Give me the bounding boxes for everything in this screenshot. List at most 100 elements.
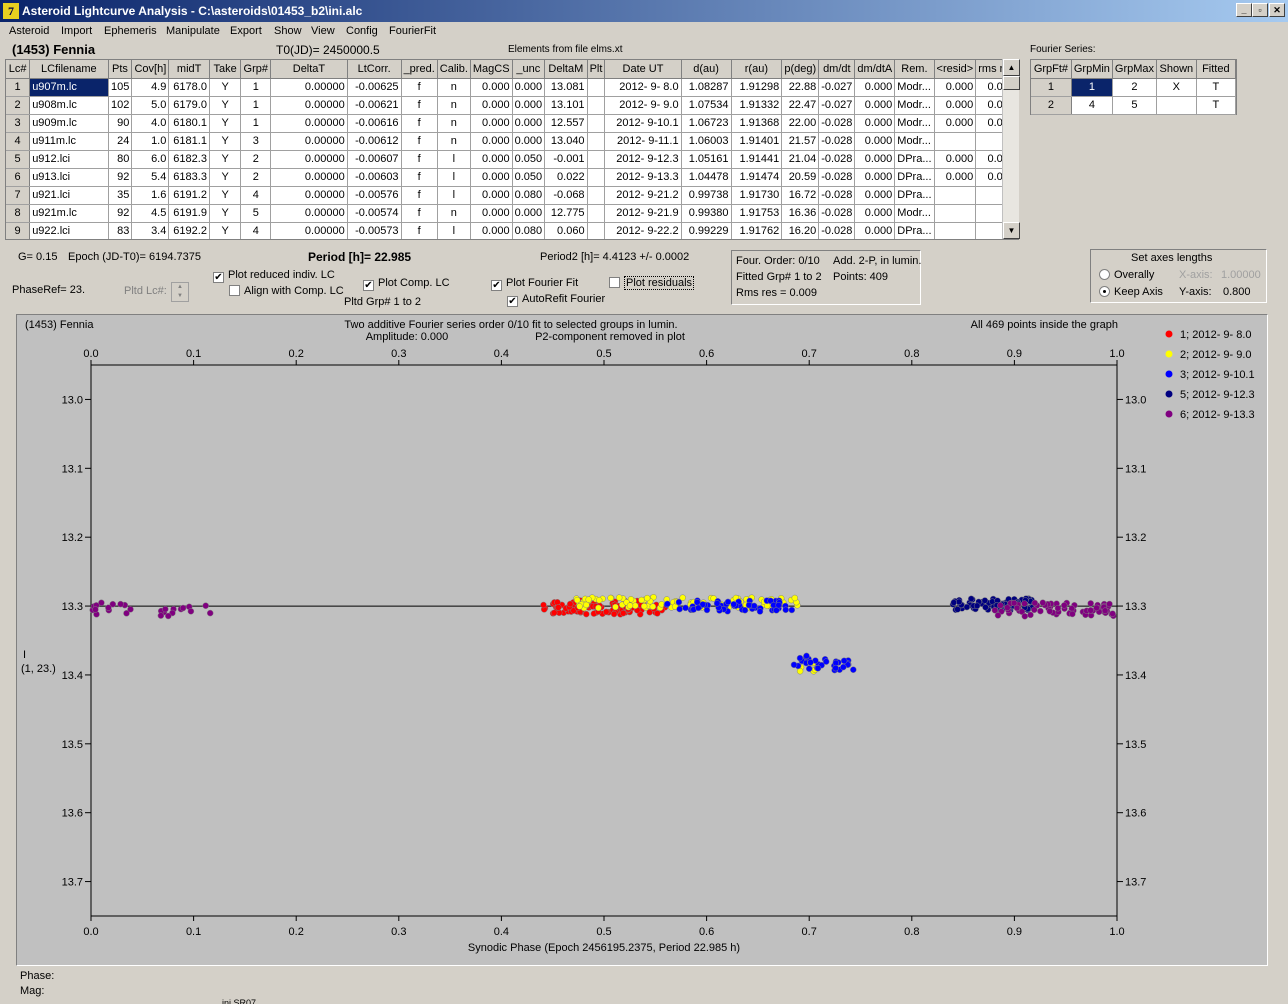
table-cell[interactable]: u908m.lc — [29, 96, 109, 115]
table-cell[interactable]: 2012- 9-21.9 — [604, 204, 682, 223]
table-cell[interactable]: 6182.3 — [168, 150, 210, 169]
table-cell[interactable]: 3 — [240, 132, 272, 151]
scroll-thumb[interactable] — [1003, 76, 1020, 90]
table-cell[interactable]: 0.000 — [470, 78, 513, 97]
table-cell[interactable]: 0.000 — [512, 114, 546, 133]
table-cell[interactable]: 0.000 — [470, 186, 513, 205]
table-cell[interactable]: -0.00574 — [347, 204, 402, 223]
fourier-cell[interactable]: T — [1196, 96, 1237, 115]
table-cell[interactable]: 0.080 — [512, 222, 546, 239]
table-cell[interactable]: 0.000 — [854, 204, 896, 223]
table-cell[interactable]: f — [401, 204, 438, 223]
table-cell[interactable]: f — [401, 132, 438, 151]
column-header[interactable]: p(deg) — [781, 60, 820, 79]
fourier-cell[interactable]: 1 — [1071, 78, 1113, 97]
table-cell[interactable]: 2 — [240, 150, 272, 169]
menu-config[interactable]: Config — [346, 25, 378, 37]
table-cell[interactable]: DPra... — [894, 150, 935, 169]
column-header[interactable]: Pts — [108, 60, 133, 79]
table-cell[interactable] — [587, 186, 606, 205]
table-cell[interactable]: 83 — [108, 222, 133, 239]
table-cell[interactable]: -0.068 — [544, 186, 588, 205]
table-cell[interactable]: 6 — [6, 168, 31, 187]
table-cell[interactable]: 1.91441 — [731, 150, 783, 169]
table-cell[interactable]: n — [437, 96, 471, 115]
table-cell[interactable]: 13.101 — [544, 96, 588, 115]
table-cell[interactable]: 4.5 — [131, 204, 170, 223]
table-cell[interactable]: 12.557 — [544, 114, 588, 133]
table-cell[interactable]: n — [437, 114, 471, 133]
table-cell[interactable]: 0.000 — [854, 96, 896, 115]
plot-area[interactable] — [90, 364, 1118, 917]
menu-view[interactable]: View — [311, 25, 335, 37]
column-header[interactable]: <resid> — [934, 60, 977, 79]
table-cell[interactable]: 0.050 — [512, 150, 546, 169]
table-cell[interactable]: 6181.1 — [168, 132, 210, 151]
plot-fourier-checkbox[interactable]: ✔ Plot Fourier Fit — [491, 277, 578, 291]
table-cell[interactable]: -0.028 — [818, 150, 856, 169]
table-cell[interactable]: 13.081 — [544, 78, 588, 97]
table-cell[interactable]: 6183.3 — [168, 168, 210, 187]
table-cell[interactable]: u912.lci — [29, 150, 109, 169]
table-cell[interactable]: 0.000 — [934, 78, 977, 97]
fourier-column-header[interactable]: GrpFt# — [1031, 60, 1072, 79]
table-cell[interactable]: f — [401, 114, 438, 133]
table-cell[interactable]: 0.000 — [854, 132, 896, 151]
table-cell[interactable]: 0.00000 — [270, 168, 348, 187]
table-cell[interactable]: 2012- 9-10.1 — [604, 114, 682, 133]
table-cell[interactable]: 22.47 — [781, 96, 820, 115]
table-cell[interactable]: u913.lci — [29, 168, 109, 187]
table-cell[interactable]: -0.001 — [544, 150, 588, 169]
table-cell[interactable]: DPra... — [894, 168, 935, 187]
table-cell[interactable]: 4 — [240, 186, 272, 205]
table-cell[interactable]: 2 — [6, 96, 31, 115]
table-row[interactable]: 9 u922.lci 83 3.4 6192.2 Y 4 0.00000 -0.00573 f l 0… — [6, 222, 1018, 239]
table-cell[interactable]: 0.000 — [512, 132, 546, 151]
column-header[interactable]: dm/dtA — [854, 60, 896, 79]
table-cell[interactable]: Y — [209, 222, 242, 239]
table-cell[interactable]: 9 — [6, 222, 31, 239]
table-cell[interactable]: 2012- 9- 8.0 — [604, 78, 682, 97]
column-header[interactable]: _unc — [512, 60, 546, 79]
table-cell[interactable]: -0.00573 — [347, 222, 402, 239]
table-cell[interactable]: l — [437, 222, 471, 239]
table-cell[interactable]: 102 — [108, 96, 133, 115]
table-row[interactable]: 3 u909m.lc 90 4.0 6180.1 Y 1 0.00000 -0.00616 f n 0… — [6, 114, 1018, 133]
table-cell[interactable]: -0.00603 — [347, 168, 402, 187]
column-header[interactable]: Cov[h] — [131, 60, 170, 79]
table-cell[interactable]: 0.000 — [854, 222, 896, 239]
table-cell[interactable]: 5 — [6, 150, 31, 169]
table-cell[interactable]: f — [401, 168, 438, 187]
table-cell[interactable]: DPra... — [894, 186, 935, 205]
table-cell[interactable]: 1.91753 — [731, 204, 783, 223]
table-row[interactable]: 6 u913.lci 92 5.4 6183.3 Y 2 0.00000 -0.00603 f l 0… — [6, 168, 1018, 187]
table-cell[interactable]: n — [437, 204, 471, 223]
table-cell[interactable]: 0.99380 — [681, 204, 732, 223]
menu-fourierfit[interactable]: FourierFit — [389, 25, 437, 37]
table-cell[interactable]: 4.9 — [131, 78, 170, 97]
column-header[interactable]: Plt — [587, 60, 606, 79]
column-header[interactable]: Date UT — [604, 60, 682, 79]
table-cell[interactable]: 5 — [240, 204, 272, 223]
plot-residuals-checkbox[interactable]: Plot residuals — [609, 276, 695, 290]
table-cell[interactable]: 8 — [6, 204, 31, 223]
table-cell[interactable]: u922.lci — [29, 222, 109, 239]
scroll-up-button[interactable]: ▲ — [1003, 59, 1020, 76]
column-header[interactable]: r(au) — [731, 60, 783, 79]
fourier-cell[interactable] — [1156, 96, 1197, 115]
table-cell[interactable]: 1.06723 — [681, 114, 732, 133]
fourier-column-header[interactable]: Fitted — [1196, 60, 1237, 79]
lightcurve-chart[interactable]: 0.0 0.0 0.1 0.1 0.2 0.2 0.3 0.3 0.4 0.4 0.5 0.5 0.6 0… — [16, 314, 1268, 966]
table-row[interactable]: 5 u912.lci 80 6.0 6182.3 Y 2 0.00000 -0.00607 f l 0… — [6, 150, 1018, 169]
table-cell[interactable]: 1.07534 — [681, 96, 732, 115]
table-cell[interactable]: 22.88 — [781, 78, 820, 97]
menu-manipulate[interactable]: Manipulate — [166, 25, 220, 37]
table-cell[interactable]: 1 — [6, 78, 31, 97]
align-comp-checkbox[interactable]: Align with Comp. LC — [229, 285, 344, 297]
x-axis-value[interactable]: 1.00000 — [1221, 269, 1261, 281]
table-cell[interactable]: f — [401, 186, 438, 205]
table-cell[interactable]: 22.00 — [781, 114, 820, 133]
table-cell[interactable]: l — [437, 186, 471, 205]
table-cell[interactable]: Y — [209, 132, 242, 151]
table-cell[interactable]: -0.028 — [818, 114, 856, 133]
